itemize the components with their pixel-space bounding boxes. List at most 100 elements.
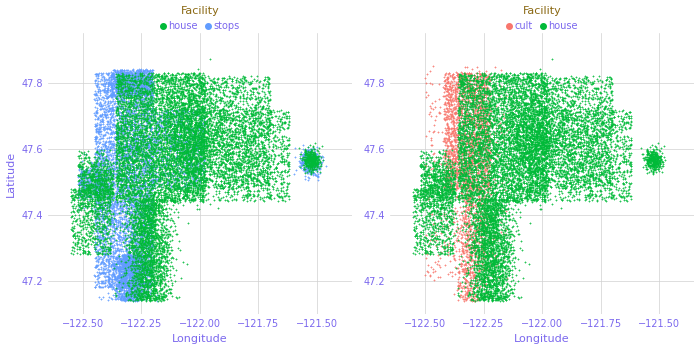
- Point: [182, 114, 193, 120]
- Point: [185, 96, 196, 102]
- Point: [468, 125, 480, 131]
- Point: [526, 123, 538, 129]
- Point: [171, 150, 182, 155]
- Point: [116, 275, 127, 280]
- Point: [481, 211, 492, 216]
- Point: [201, 147, 212, 153]
- Point: [148, 282, 159, 288]
- Point: [150, 135, 161, 140]
- Point: [625, 119, 636, 125]
- Point: [486, 97, 498, 102]
- Point: [554, 113, 565, 119]
- Point: [209, 111, 220, 117]
- Point: [445, 101, 456, 107]
- Point: [69, 218, 80, 224]
- Point: [307, 155, 318, 160]
- Point: [151, 296, 162, 302]
- Point: [488, 259, 499, 264]
- Point: [474, 114, 485, 119]
- Point: [135, 88, 146, 93]
- Point: [250, 93, 261, 99]
- Point: [646, 142, 657, 148]
- Point: [116, 151, 127, 157]
- Point: [117, 265, 128, 271]
- Point: [112, 178, 123, 184]
- Point: [177, 121, 188, 127]
- Point: [193, 124, 204, 129]
- Point: [73, 181, 84, 187]
- Point: [145, 194, 156, 199]
- Point: [267, 122, 279, 128]
- Point: [302, 162, 314, 168]
- Point: [272, 169, 284, 175]
- Point: [427, 184, 438, 190]
- Point: [248, 175, 259, 181]
- Point: [158, 196, 169, 202]
- Point: [457, 94, 468, 100]
- Point: [547, 125, 558, 131]
- Point: [554, 119, 566, 125]
- Point: [136, 98, 147, 104]
- Point: [239, 152, 250, 158]
- Point: [154, 234, 165, 240]
- Point: [120, 75, 131, 80]
- Point: [498, 128, 510, 133]
- Point: [470, 136, 482, 142]
- Point: [169, 130, 180, 135]
- Point: [524, 96, 536, 102]
- Point: [481, 263, 492, 268]
- Point: [139, 287, 150, 293]
- Point: [116, 191, 127, 197]
- Point: [480, 220, 491, 226]
- Point: [491, 226, 503, 231]
- Point: [120, 281, 131, 286]
- Point: [425, 183, 436, 188]
- Point: [169, 186, 180, 192]
- Point: [206, 121, 217, 127]
- Point: [540, 133, 552, 139]
- Point: [143, 71, 154, 77]
- Point: [78, 184, 89, 190]
- Point: [474, 110, 485, 116]
- Point: [564, 104, 575, 109]
- Point: [467, 239, 478, 244]
- Point: [312, 154, 323, 160]
- Point: [174, 147, 185, 153]
- Point: [194, 188, 205, 193]
- Point: [482, 117, 493, 123]
- Point: [134, 288, 146, 293]
- Point: [220, 117, 232, 122]
- Point: [512, 126, 524, 132]
- Point: [498, 231, 509, 237]
- Point: [102, 257, 113, 263]
- Point: [601, 124, 612, 129]
- Point: [116, 172, 127, 178]
- Point: [90, 228, 101, 233]
- Point: [304, 168, 316, 173]
- Point: [136, 77, 148, 82]
- Point: [566, 127, 578, 133]
- Point: [169, 83, 180, 89]
- Point: [458, 193, 470, 198]
- Point: [486, 189, 498, 195]
- Point: [307, 145, 318, 151]
- Point: [156, 86, 167, 92]
- Point: [477, 204, 489, 210]
- Point: [141, 101, 152, 106]
- Point: [250, 146, 261, 151]
- Point: [144, 278, 155, 284]
- Point: [116, 95, 127, 101]
- Point: [539, 87, 550, 93]
- Point: [559, 144, 570, 150]
- Point: [455, 140, 466, 146]
- Point: [504, 73, 515, 79]
- Point: [97, 118, 108, 124]
- Point: [153, 264, 164, 270]
- Point: [143, 246, 154, 252]
- Point: [469, 289, 480, 295]
- Point: [588, 126, 599, 131]
- Point: [120, 112, 131, 118]
- Point: [105, 140, 116, 146]
- Point: [470, 132, 482, 138]
- Point: [99, 263, 110, 269]
